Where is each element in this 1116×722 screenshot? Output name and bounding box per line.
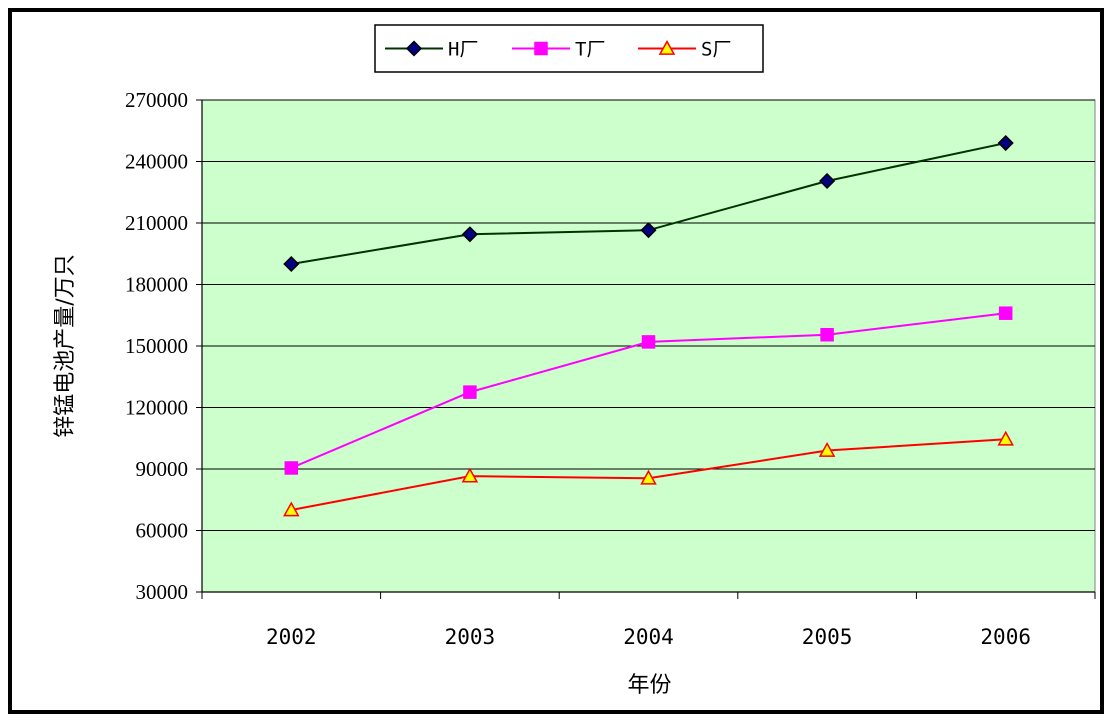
series-1 bbox=[283, 134, 1014, 273]
x-tick-label: 2005 bbox=[802, 625, 853, 649]
gridlines bbox=[202, 99, 1095, 531]
legend-item: T厂 bbox=[512, 39, 605, 61]
legend-label: S厂 bbox=[701, 39, 731, 61]
y-tick-label: 120000 bbox=[125, 396, 188, 420]
legend-label: H厂 bbox=[448, 39, 478, 61]
y-axis-title: 锌锰电池产量/万只 bbox=[53, 254, 78, 437]
data-point bbox=[461, 467, 479, 483]
data-point bbox=[283, 501, 300, 517]
data-point bbox=[820, 327, 834, 342]
legend-marker bbox=[405, 40, 423, 57]
series-2 bbox=[284, 306, 1013, 475]
legend: H厂 T厂 S厂 bbox=[374, 24, 764, 73]
x-tick-label: 2006 bbox=[980, 625, 1031, 649]
data-point bbox=[641, 335, 656, 349]
data-point bbox=[998, 306, 1013, 320]
series-group bbox=[283, 134, 1014, 517]
y-tick-label: 150000 bbox=[125, 334, 188, 358]
y-axis-ticks: 30000 60000 90000 120000 150000 180000 210000 2… bbox=[125, 88, 202, 604]
y-tick-label: 30000 bbox=[136, 580, 189, 604]
data-point bbox=[640, 469, 657, 485]
data-point bbox=[463, 385, 477, 399]
data-point bbox=[997, 430, 1014, 446]
y-tick-label: 210000 bbox=[125, 211, 188, 235]
data-point bbox=[284, 461, 299, 475]
y-tick-label: 240000 bbox=[125, 150, 188, 174]
legend-item: H厂 bbox=[385, 39, 478, 61]
y-tick-label: 270000 bbox=[125, 88, 188, 112]
y-tick-label: 180000 bbox=[125, 273, 188, 297]
legend-marker bbox=[658, 39, 676, 55]
x-tick-label: 2003 bbox=[445, 625, 496, 649]
legend-item: S厂 bbox=[638, 39, 731, 61]
data-point bbox=[818, 442, 836, 457]
data-point bbox=[640, 222, 657, 239]
data-point bbox=[997, 134, 1014, 152]
legend-marker bbox=[534, 41, 548, 56]
x-axis: 2002 2003 2004 2005 2006 bbox=[201, 100, 1096, 649]
y-tick-label: 90000 bbox=[136, 457, 189, 481]
data-point bbox=[819, 172, 836, 190]
data-point bbox=[283, 255, 300, 273]
data-point bbox=[461, 226, 478, 243]
series-3 bbox=[283, 430, 1014, 517]
y-tick-label: 60000 bbox=[136, 519, 189, 543]
legend-label: T厂 bbox=[575, 39, 605, 61]
x-axis-title: 年份 bbox=[627, 673, 671, 698]
x-tick-label: 2002 bbox=[266, 625, 317, 649]
x-tick-label: 2004 bbox=[623, 625, 674, 649]
